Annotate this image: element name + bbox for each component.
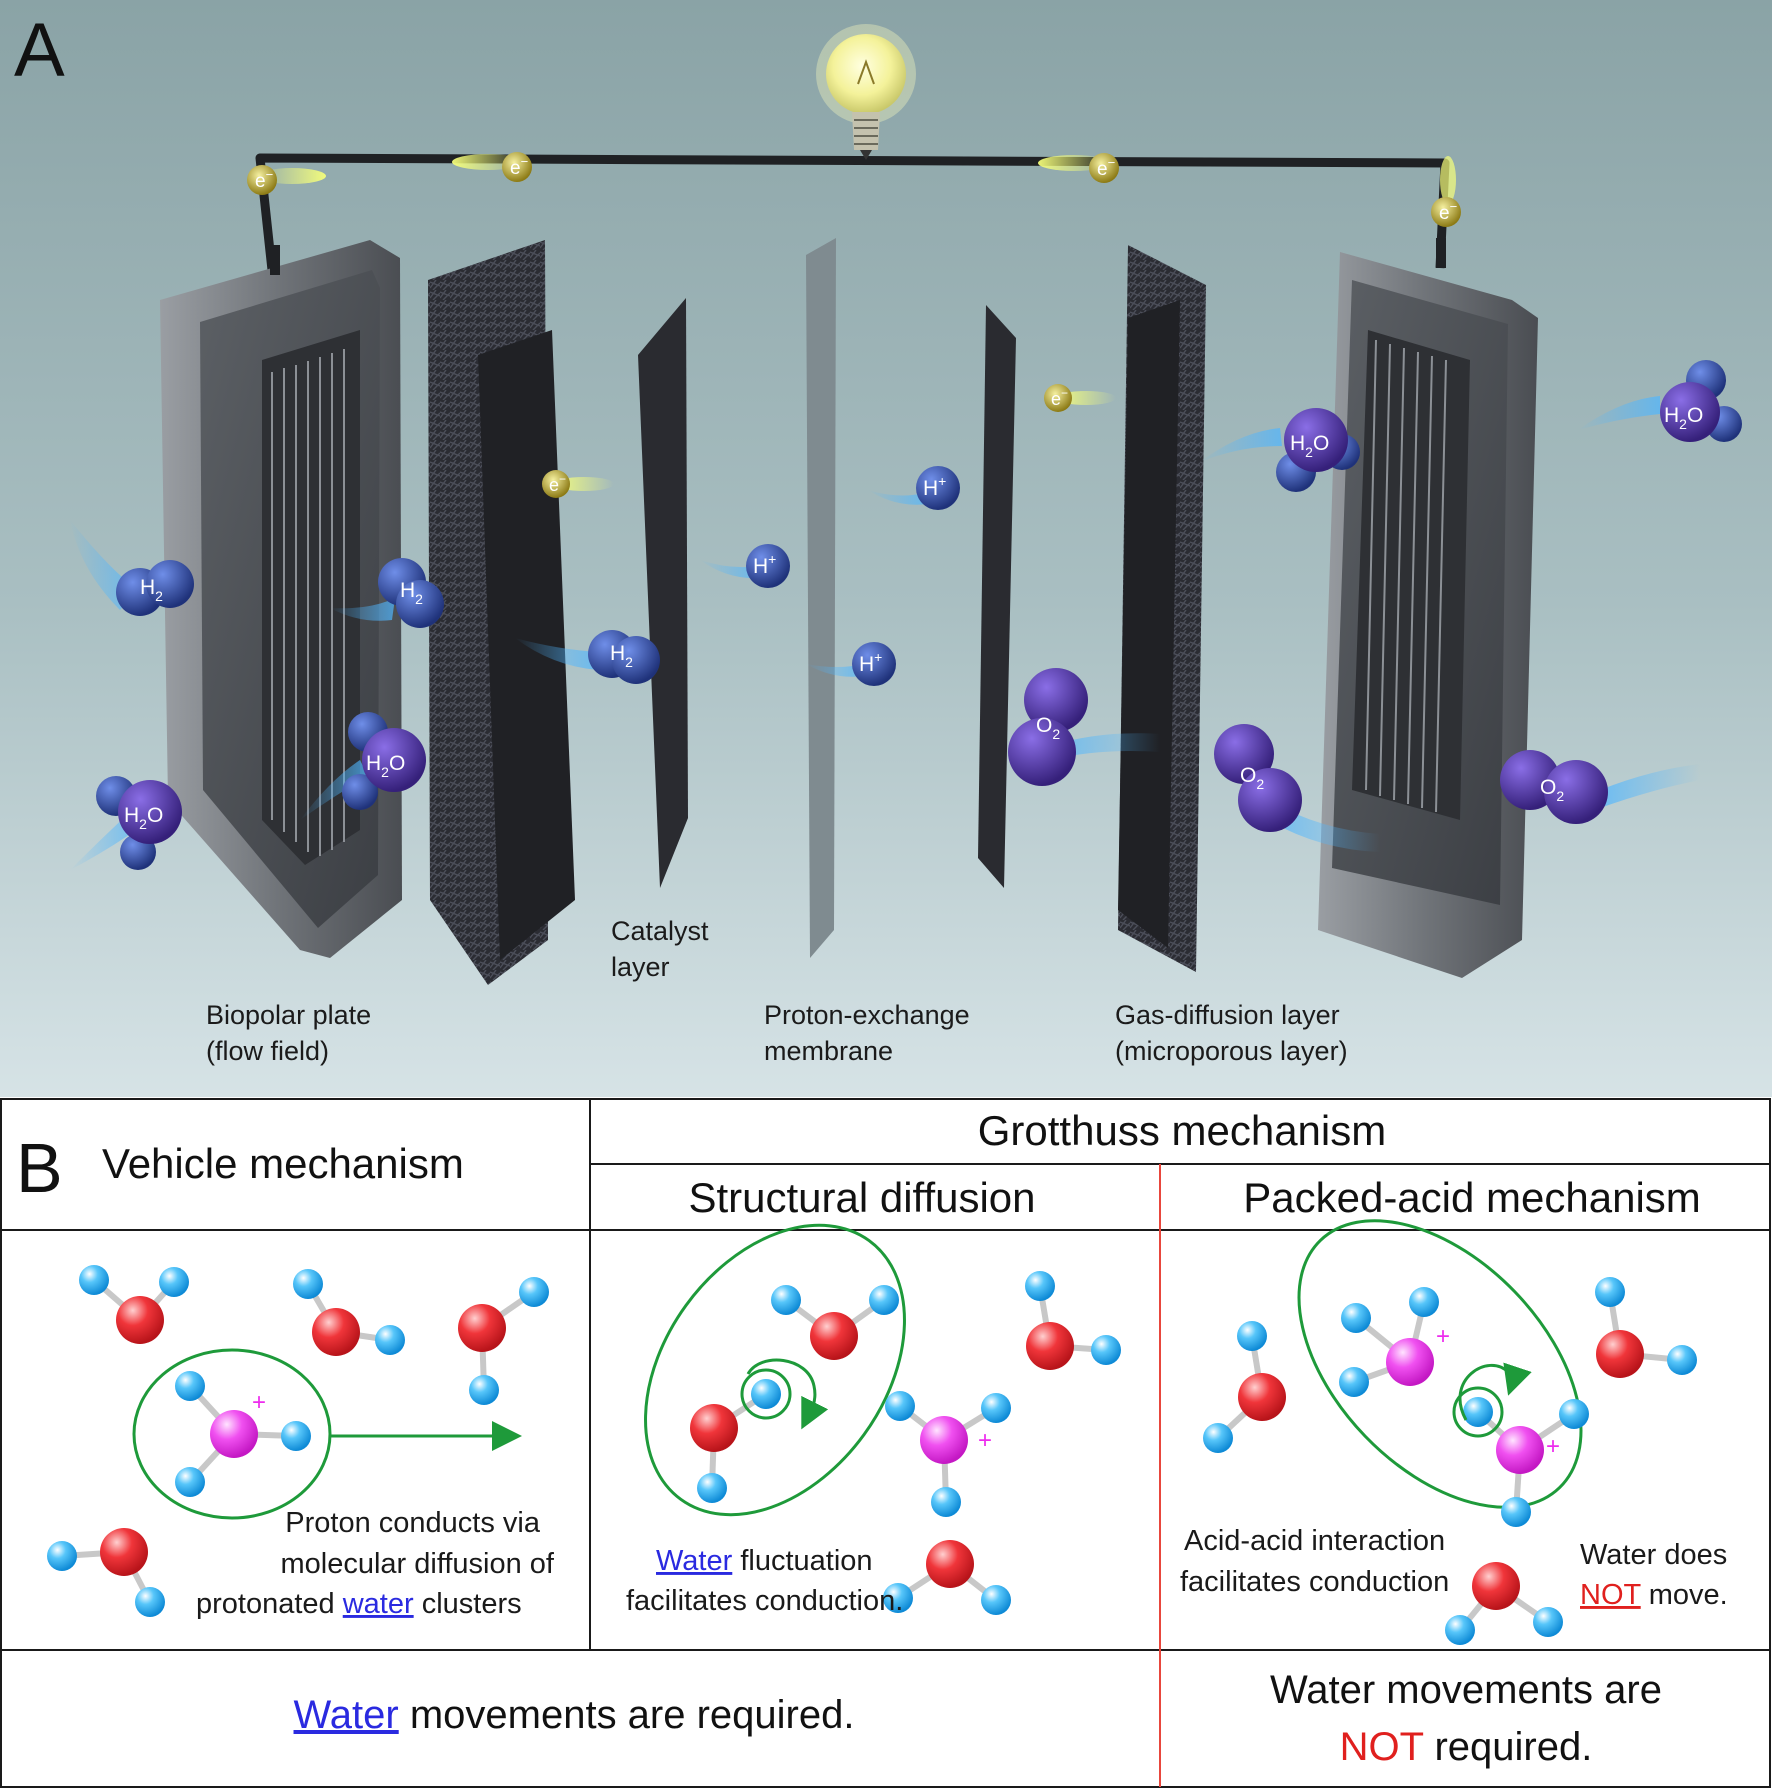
structural-cluster-ellipse <box>644 1223 906 1517</box>
proton-ion: H+ <box>868 466 960 510</box>
label-gas-diffusion-layer-sub: (microporous layer) <box>1115 1036 1348 1066</box>
vehicle-caption-line2: molecular diffusion of <box>280 1548 554 1580</box>
mechanism-table-grid <box>0 1098 1771 1788</box>
svg-text:H2O: H2O <box>1290 432 1329 460</box>
label-gas-diffusion-layer: Gas-diffusion layer <box>1115 1000 1340 1030</box>
packed-caption-line2: facilitates conduction <box>1180 1566 1449 1598</box>
label-catalyst-layer: Catalyst <box>611 916 709 946</box>
electron-marker: e− <box>247 165 326 195</box>
label-bipolar-plate-sub: (flow field) <box>206 1036 329 1066</box>
footer-water-not-required-line2: NOT required. <box>1340 1725 1593 1769</box>
structural-atoms <box>690 1271 1121 1615</box>
light-bulb-icon <box>816 24 916 160</box>
vehicle-cluster-ellipse <box>132 1348 332 1520</box>
svg-text:O2: O2 <box>1540 776 1564 804</box>
water-link[interactable]: water <box>342 1588 414 1620</box>
proton-ion: H+ <box>700 544 790 588</box>
svg-text:e−: e− <box>510 154 528 179</box>
packed-caption-right2: NOT move. <box>1580 1579 1728 1611</box>
footer-water-required: Water movements are required. <box>294 1693 855 1737</box>
svg-text:H+: H+ <box>753 551 776 578</box>
electron-marker: e− <box>1044 384 1116 412</box>
proton-ion: H+ <box>806 642 896 686</box>
svg-text:O2: O2 <box>1240 764 1264 792</box>
svg-text:e−: e− <box>1051 386 1068 409</box>
header-packed-acid-mechanism: Packed-acid mechanism <box>1243 1174 1701 1221</box>
electron-marker: e− <box>542 470 614 498</box>
footer-water-not-required-line1: Water movements are <box>1270 1668 1662 1712</box>
oxygen-molecule: O2 <box>1008 668 1160 786</box>
vehicle-caption-line1: Proton conducts via <box>285 1507 541 1539</box>
hydrogen-molecule: H2 <box>515 630 660 684</box>
water-link[interactable]: Water <box>656 1545 733 1577</box>
oxygen-molecule: O2 <box>1214 724 1380 852</box>
hydrogen-molecule: H2 <box>70 520 194 616</box>
right-bipolar-plate <box>1318 238 1538 978</box>
left-catalyst-layer <box>638 298 688 888</box>
packed-caption-right1: Water does <box>1580 1539 1727 1571</box>
hydronium-charge: + <box>1436 1323 1450 1350</box>
svg-text:e−: e− <box>549 472 566 495</box>
structural-caption-line2: facilitates conduction. <box>626 1585 903 1617</box>
svg-text:e−: e− <box>1097 155 1115 180</box>
svg-text:H2O: H2O <box>124 804 163 832</box>
svg-text:H+: H+ <box>923 473 946 500</box>
hydrogen-molecule: H2 <box>330 558 444 628</box>
hydronium-charge: + <box>978 1427 992 1454</box>
structural-rotation-arrow <box>746 1358 829 1430</box>
svg-text:H2: H2 <box>610 642 633 670</box>
label-catalyst-layer-sub: layer <box>611 952 670 982</box>
packed-cluster-ellipse <box>1297 1219 1583 1509</box>
packed-atoms <box>1203 1277 1697 1645</box>
vehicle-caption-line3: protonated water clusters <box>196 1588 522 1620</box>
structural-caption-line1: Water fluctuation <box>656 1545 873 1577</box>
electron-marker: e− <box>1431 156 1461 227</box>
svg-text:H2: H2 <box>400 579 423 607</box>
water-molecule: H2O <box>1578 360 1742 442</box>
label-proton-exchange-membrane: Proton-exchange <box>764 1000 970 1030</box>
electron-marker: e− <box>452 152 532 182</box>
oxygen-molecule: O2 <box>1500 750 1700 824</box>
packed-rotation-arrow <box>1458 1362 1532 1421</box>
hydronium-charge: + <box>1546 1433 1560 1460</box>
svg-text:e−: e− <box>1439 199 1457 224</box>
header-vehicle-mechanism: Vehicle mechanism <box>102 1140 464 1187</box>
svg-text:O2: O2 <box>1036 714 1060 742</box>
structural-rotation-ring <box>740 1368 792 1420</box>
svg-text:H+: H+ <box>859 649 882 676</box>
panel-a-letter: A <box>14 8 65 93</box>
header-grotthuss-mechanism: Grotthuss mechanism <box>978 1107 1386 1154</box>
svg-text:H2O: H2O <box>1664 404 1703 432</box>
vehicle-atoms <box>47 1265 549 1617</box>
panel-a-fuel-cell-illustration: e− e− e− e− <box>0 0 1772 1097</box>
water-molecule: H2O <box>300 712 426 820</box>
electron-marker: e− <box>1038 153 1119 183</box>
panel-b-letter: B <box>16 1129 63 1207</box>
right-catalyst-layer <box>978 305 1016 888</box>
water-molecule: H2O <box>70 776 182 870</box>
label-bipolar-plate: Biopolar plate <box>206 1000 371 1030</box>
packed-caption-line1: Acid-acid interaction <box>1184 1525 1445 1557</box>
hydronium-charge: + <box>252 1389 266 1416</box>
water-link[interactable]: Water <box>294 1693 399 1737</box>
proton-exchange-membrane <box>806 238 836 958</box>
svg-text:H2O: H2O <box>366 752 405 780</box>
right-gas-diffusion-layer <box>1118 245 1206 972</box>
svg-text:e−: e− <box>255 167 273 192</box>
header-structural-diffusion: Structural diffusion <box>688 1174 1035 1221</box>
left-bipolar-plate <box>160 240 402 958</box>
panel-b-proton-mechanisms-table: B Vehicle mechanism Grotthuss mechanism … <box>0 1098 1771 1788</box>
water-molecule: H2O <box>1200 408 1360 492</box>
svg-text:H2: H2 <box>140 576 163 604</box>
packed-rotation-ring <box>1452 1386 1504 1438</box>
label-proton-exchange-membrane-sub: membrane <box>764 1036 893 1066</box>
